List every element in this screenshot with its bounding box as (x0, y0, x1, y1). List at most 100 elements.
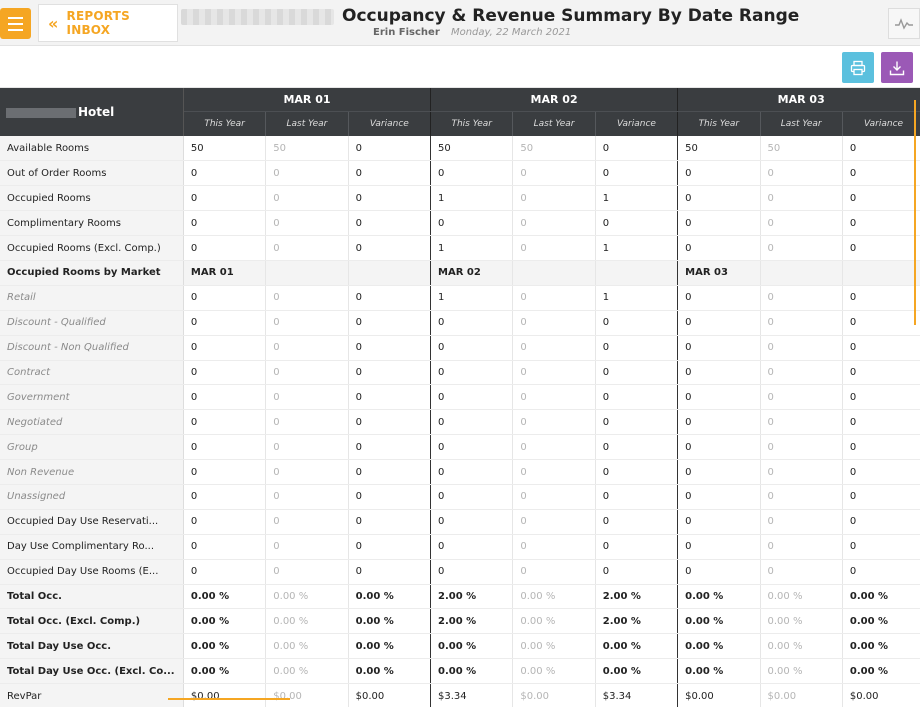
this-year-cell: 1 (430, 285, 513, 311)
print-icon[interactable] (842, 52, 874, 83)
this-year-cell: 0 (182, 559, 266, 585)
this-year-cell: 50 (430, 136, 513, 162)
this-year-cell: 0 (182, 335, 266, 361)
last-year-cell: 0 (512, 360, 596, 386)
last-year-cell: 0 (265, 409, 349, 436)
this-year-cell: 0 (677, 384, 760, 411)
this-year-cell: 0 (677, 210, 760, 237)
row-label: Occupied Day Use Reservati... (0, 509, 184, 535)
variance-cell: 0 (841, 160, 920, 187)
table-row: Contract00000000000 (0, 360, 920, 386)
last-year-cell: 0 (759, 409, 843, 436)
variance-cell: 0.00 % (841, 584, 920, 610)
this-year-cell: 0.00 % (677, 633, 760, 660)
row-label: Occupied Day Use Rooms (E... (0, 559, 184, 585)
variance-cell: 0 (594, 384, 678, 411)
last-year-cell: 0.00 % (512, 633, 596, 660)
this-year-cell: 0 (430, 484, 513, 510)
last-year-cell: 0 (759, 310, 843, 336)
last-year-cell: 0 (512, 409, 596, 436)
hamburger-icon[interactable] (0, 8, 31, 39)
row-label: Total Occ. (Excl. Comp.) (0, 608, 184, 635)
sub-column-header: Variance (841, 111, 920, 136)
last-year-cell: 0.00 % (759, 633, 843, 660)
variance-cell: 0 (841, 136, 920, 162)
sub-column-header: This Year (182, 111, 266, 136)
this-year-cell: 0 (677, 409, 760, 436)
this-year-cell: 0 (182, 210, 266, 237)
download-icon[interactable] (881, 52, 913, 83)
row-label: Total Day Use Occ. (0, 633, 184, 660)
last-year-cell: 0.00 % (265, 633, 349, 660)
last-year-cell: 0 (265, 534, 349, 560)
this-year-cell: 0 (430, 335, 513, 361)
variance-cell: 0 (347, 235, 431, 261)
this-year-cell: 0 (677, 484, 760, 510)
table-row: Government00000000000 (0, 384, 920, 411)
date-column-header: MAR 01 (182, 88, 431, 112)
this-year-cell: 0 (182, 160, 266, 187)
last-year-cell: 0 (759, 235, 843, 261)
variance-cell: 0 (841, 210, 920, 237)
last-year-cell: 0.00 % (759, 584, 843, 610)
last-year-cell: 0 (512, 509, 596, 535)
table-row: Total Day Use Occ. 0.00 % 0.00 % 0.00 % 0.00… (0, 633, 920, 660)
last-year-cell: 0 (512, 534, 596, 560)
table-row: Unassigned00000000000 (0, 484, 920, 510)
variance-cell: 0 (841, 285, 920, 311)
variance-cell: 0 (841, 335, 920, 361)
variance-cell: 0 (347, 509, 431, 535)
last-year-cell: 0 (512, 484, 596, 510)
horizontal-scrollbar[interactable] (168, 698, 290, 700)
last-year-cell: 0 (265, 509, 349, 535)
this-year-cell: 2.00 % (430, 608, 513, 635)
variance-cell: 0 (594, 360, 678, 386)
variance-cell: 2.00 % (594, 608, 678, 635)
last-year-cell: 0 (759, 160, 843, 187)
last-year-cell: $0.00 (512, 683, 596, 707)
variance-cell: 0.00 % (841, 633, 920, 660)
variance-cell: 0 (347, 160, 431, 187)
last-year-cell: 0.00 % (265, 584, 349, 610)
row-label: Total Occ. (0, 584, 184, 610)
row-label: Available Rooms (0, 136, 184, 162)
last-year-cell: 50 (759, 136, 843, 162)
this-year-cell: 50 (677, 136, 760, 162)
sub-column-header: This Year (677, 111, 760, 136)
last-year-cell (759, 260, 843, 286)
sub-column-header: Last Year (265, 111, 349, 136)
last-year-cell: 0 (512, 185, 596, 212)
table-row: Day Use Complimentary Ro...00000000000 (0, 534, 920, 560)
last-year-cell: 0 (265, 434, 349, 461)
this-year-cell: MAR 03 (677, 260, 760, 286)
report-user: Erin Fischer (373, 27, 440, 38)
this-year-cell: 0 (677, 310, 760, 336)
hotel-label: Hotel (78, 105, 115, 119)
last-year-cell: 0 (759, 434, 843, 461)
variance-cell: 0.00 % (347, 584, 431, 610)
double-chevron-left-icon: « (48, 13, 59, 33)
row-label: Occupied Rooms (0, 185, 184, 212)
last-year-cell: 0 (512, 310, 596, 336)
activity-chart-icon[interactable] (888, 8, 920, 39)
table-row: Discount - Non Qualified00000000000 (0, 335, 920, 361)
last-year-cell: 0 (759, 534, 843, 560)
variance-cell: 0 (594, 335, 678, 361)
last-year-cell: $0.00 (265, 683, 349, 707)
this-year-cell: 0 (677, 285, 760, 311)
last-year-cell: 0 (265, 235, 349, 261)
vertical-scrollbar[interactable] (914, 100, 916, 325)
last-year-cell: 0.00 % (265, 608, 349, 635)
this-year-cell: 50 (182, 136, 266, 162)
row-label: Out of Order Rooms (0, 160, 184, 187)
this-year-cell: 0 (677, 235, 760, 261)
last-year-cell (512, 260, 596, 286)
date-column-header: MAR 02 (430, 88, 678, 112)
last-year-cell: 0 (512, 285, 596, 311)
variance-cell: 0 (841, 409, 920, 436)
variance-cell: 0 (347, 136, 431, 162)
page-title: Occupancy & Revenue Summary By Date Rang… (342, 6, 800, 26)
row-label: Complimentary Rooms (0, 210, 184, 237)
reports-inbox-button[interactable]: « REPORTS INBOX (38, 4, 178, 42)
